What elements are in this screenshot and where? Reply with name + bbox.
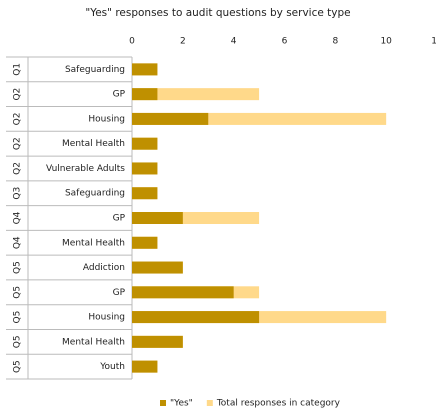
y-tick-label: Safeguarding <box>65 189 125 199</box>
x-tick-label: 12 <box>431 37 436 47</box>
y-tick-label: Youth <box>99 362 125 372</box>
group-label: Q5 <box>13 335 23 348</box>
y-tick-label: Housing <box>88 114 125 124</box>
group-label: Q5 <box>13 360 23 373</box>
group-label: Q4 <box>13 236 23 249</box>
bar <box>132 360 158 373</box>
bar <box>132 187 158 200</box>
bar <box>132 311 260 324</box>
x-tick-label: 8 <box>332 37 338 47</box>
y-tick-label: Safeguarding <box>65 65 125 75</box>
bar <box>132 88 260 101</box>
bar <box>132 162 158 175</box>
x-tick-label: 10 <box>380 37 392 47</box>
group-label: Q2 <box>13 88 23 101</box>
y-tick-label: Mental Health <box>62 238 125 248</box>
bar <box>132 236 158 249</box>
chart-title: "Yes" responses to audit questions by se… <box>85 7 350 19</box>
group-label: Q5 <box>13 261 23 274</box>
bar <box>132 335 183 348</box>
legend-swatch <box>206 400 213 406</box>
bar <box>132 63 158 76</box>
group-label: Q5 <box>13 286 23 299</box>
y-tick-label: GP <box>113 214 126 224</box>
y-tick-label: Mental Health <box>62 139 125 149</box>
bar <box>132 88 158 101</box>
x-tick-label: 4 <box>231 37 237 47</box>
group-label: Q2 <box>13 113 23 126</box>
x-tick-label: 2 <box>180 37 186 47</box>
y-tick-label: GP <box>113 288 126 298</box>
bar <box>132 261 183 274</box>
legend-swatch <box>160 400 166 406</box>
y-tick-label: GP <box>113 90 126 100</box>
bar <box>132 286 234 299</box>
bar <box>132 112 209 125</box>
legend-label: Total responses in category <box>216 399 341 409</box>
x-tick-label: 0 <box>129 37 135 47</box>
y-tick-label: Addiction <box>83 263 125 273</box>
legend-label: "Yes" <box>170 399 193 409</box>
y-tick-label: Housing <box>88 313 125 323</box>
group-label: Q3 <box>13 187 23 200</box>
group-label: Q5 <box>13 311 23 324</box>
y-tick-label: Mental Health <box>62 337 125 347</box>
group-label: Q1 <box>13 63 23 76</box>
group-label: Q2 <box>13 162 23 175</box>
group-label: Q2 <box>13 137 23 150</box>
group-label: Q4 <box>13 211 23 224</box>
bar <box>132 212 183 224</box>
x-tick-label: 6 <box>282 37 288 47</box>
bar <box>132 137 158 150</box>
y-tick-label: Vulnerable Adults <box>46 164 125 174</box>
